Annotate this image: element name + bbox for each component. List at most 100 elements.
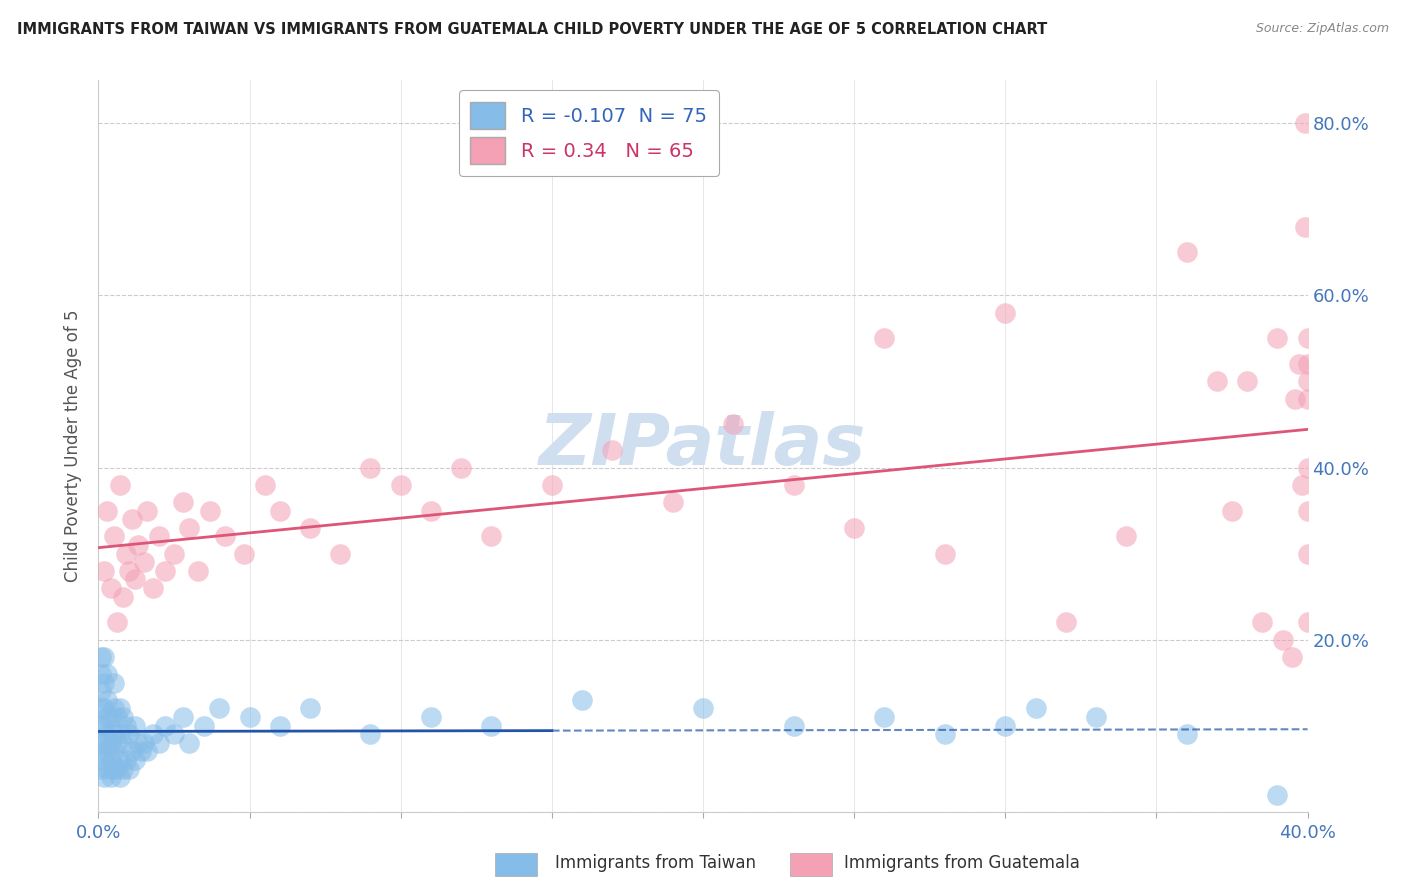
Point — [148, 736, 170, 750]
Point — [111, 590, 134, 604]
Point — [103, 727, 125, 741]
Point — [96, 744, 118, 758]
Point — [1281, 649, 1303, 664]
Point — [994, 305, 1017, 319]
Point — [111, 736, 134, 750]
Text: Immigrants from Guatemala: Immigrants from Guatemala — [844, 855, 1080, 872]
Point — [121, 512, 143, 526]
Point — [100, 581, 122, 595]
Point — [208, 701, 231, 715]
Point — [108, 727, 131, 741]
Point — [1206, 375, 1229, 389]
Point — [214, 529, 236, 543]
Point — [93, 564, 115, 578]
Point — [90, 649, 112, 664]
Point — [132, 555, 155, 569]
Point — [253, 477, 276, 491]
Point — [127, 538, 149, 552]
Point — [163, 727, 186, 741]
Point — [1291, 477, 1313, 491]
Point — [135, 744, 157, 758]
Point — [1296, 375, 1319, 389]
Point — [1024, 701, 1046, 715]
Point — [239, 710, 262, 724]
Point — [200, 503, 222, 517]
Point — [105, 762, 128, 776]
Text: ZIPatlas: ZIPatlas — [540, 411, 866, 481]
Point — [1296, 547, 1319, 561]
Point — [90, 667, 112, 681]
Point — [571, 693, 593, 707]
Point — [179, 521, 201, 535]
Point — [111, 710, 134, 724]
Point — [121, 744, 143, 758]
Point — [1288, 357, 1310, 371]
Point — [114, 753, 136, 767]
Point — [153, 564, 176, 578]
Point — [450, 460, 472, 475]
Point — [481, 719, 503, 733]
Point — [1296, 615, 1319, 630]
Point — [124, 753, 146, 767]
Point — [1267, 331, 1289, 345]
Point — [1115, 529, 1137, 543]
Point — [360, 460, 382, 475]
Point — [1284, 392, 1306, 406]
Point — [389, 477, 412, 491]
Point — [934, 547, 956, 561]
Point — [90, 701, 112, 715]
Legend: R = -0.107  N = 75, R = 0.34   N = 65: R = -0.107 N = 75, R = 0.34 N = 65 — [458, 90, 718, 176]
Point — [873, 331, 896, 345]
Point — [1175, 245, 1198, 260]
Point — [994, 719, 1017, 733]
Point — [103, 701, 125, 715]
Point — [111, 762, 134, 776]
Point — [90, 744, 112, 758]
Point — [108, 477, 131, 491]
Point — [142, 581, 165, 595]
Point — [103, 675, 125, 690]
Point — [172, 710, 194, 724]
Point — [96, 727, 118, 741]
Point — [844, 521, 866, 535]
Point — [1267, 788, 1289, 802]
Text: Source: ZipAtlas.com: Source: ZipAtlas.com — [1256, 22, 1389, 36]
Point — [96, 667, 118, 681]
Point — [692, 701, 714, 715]
Point — [96, 762, 118, 776]
Point — [329, 547, 352, 561]
Point — [108, 701, 131, 715]
Point — [602, 443, 624, 458]
Point — [179, 736, 201, 750]
Point — [1054, 615, 1077, 630]
Point — [1296, 331, 1319, 345]
Point — [96, 503, 118, 517]
Point — [360, 727, 382, 741]
Point — [783, 719, 806, 733]
Point — [108, 753, 131, 767]
Point — [96, 710, 118, 724]
Point — [132, 736, 155, 750]
Point — [124, 719, 146, 733]
Point — [90, 684, 112, 698]
Point — [148, 529, 170, 543]
Point — [1296, 357, 1319, 371]
Point — [96, 693, 118, 707]
Point — [269, 719, 291, 733]
Point — [1294, 219, 1316, 234]
Point — [193, 719, 215, 733]
Point — [100, 770, 122, 784]
Point — [1294, 116, 1316, 130]
Point — [105, 710, 128, 724]
Point — [934, 727, 956, 741]
Point — [135, 503, 157, 517]
Point — [129, 744, 152, 758]
Point — [108, 770, 131, 784]
Point — [1175, 727, 1198, 741]
Point — [1236, 375, 1258, 389]
Text: Immigrants from Taiwan: Immigrants from Taiwan — [555, 855, 756, 872]
Point — [1220, 503, 1243, 517]
Point — [90, 736, 112, 750]
Point — [90, 719, 112, 733]
Point — [118, 727, 141, 741]
